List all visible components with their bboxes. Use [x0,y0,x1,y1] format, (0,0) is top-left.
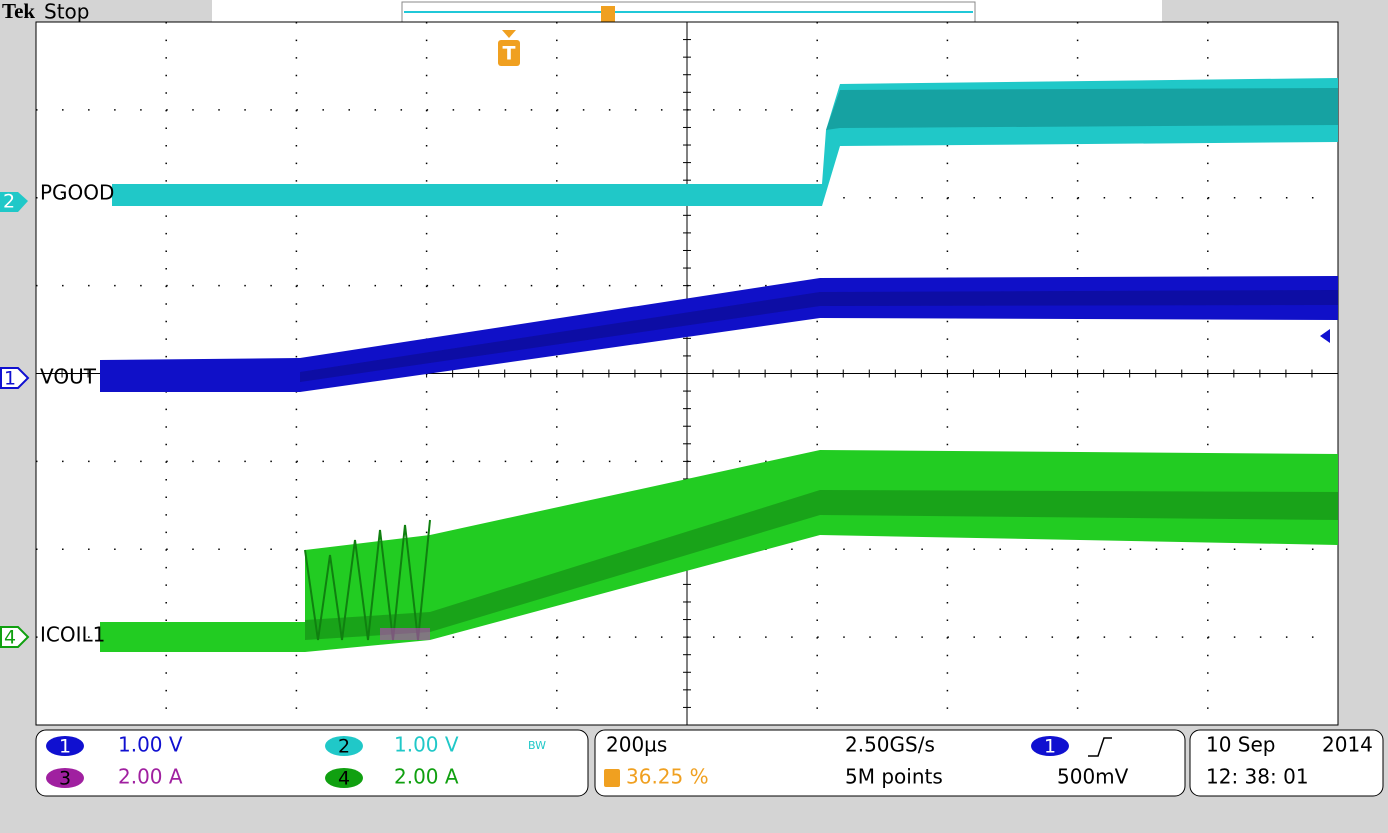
waveform-ch4-ripple [304,519,431,641]
waveform-ch1-dense [300,290,1338,382]
ch3-badge-number: 3 [59,768,71,790]
record-trigger [601,6,615,24]
ch4-marker [0,626,30,648]
ch2-badge-number: 2 [338,736,350,758]
trigger-level-arrow [1320,329,1330,343]
trigger-position-icon [604,769,620,787]
ch1-scale: 1.00 V [118,733,183,757]
trigger-slope [1088,737,1112,757]
trigger-box [498,40,520,66]
horizontal-scale: 200µs [606,733,667,757]
ch4-scale: 2.00 A [394,765,459,789]
ch2-marker [0,192,28,212]
record-length: 5M points [845,765,943,789]
channel-readout [35,729,589,797]
date-readout [1189,729,1384,797]
trigger-source-badge [1031,736,1069,756]
ch4-label: ICOIL1 [40,623,105,647]
date-year: 2014 [1322,733,1373,757]
ch1-marker [0,367,30,389]
ch2-bandwidth: BW [528,739,546,752]
ch1-marker-number: 1 [4,368,16,390]
date-day: 10 Sep [1206,733,1276,757]
ch4-badge-number: 4 [338,768,350,790]
ch1-label: VOUT [40,365,97,389]
trigger-label: T [503,43,516,65]
waveform-ch2-dense [826,88,1338,130]
ch4-marker-number: 4 [4,627,16,649]
ch3-badge [46,768,84,788]
ch2-scale: 1.00 V [394,733,459,757]
waveform-ch4-dense [305,490,1338,640]
ch3-scale: 2.00 A [118,765,183,789]
brand: Tek [2,0,35,23]
waveform-ch4 [100,450,1338,652]
waveform-ch3 [380,628,430,640]
trigger-level: 500mV [1057,765,1129,789]
ch1-badge [46,736,84,756]
ch1-badge-number: 1 [59,736,71,758]
trigger-arrow [502,30,516,38]
ch4-badge [325,768,363,788]
status: Stop [44,0,89,24]
ch2-marker-number: 2 [3,191,15,213]
sample-rate: 2.50GS/s [845,733,935,757]
ch2-label: PGOOD [40,181,114,205]
trigger-position: 36.25 % [626,765,709,789]
time: 12: 38: 01 [1206,765,1309,789]
trigger-source: 1 [1044,736,1056,758]
ch2-badge [325,736,363,756]
